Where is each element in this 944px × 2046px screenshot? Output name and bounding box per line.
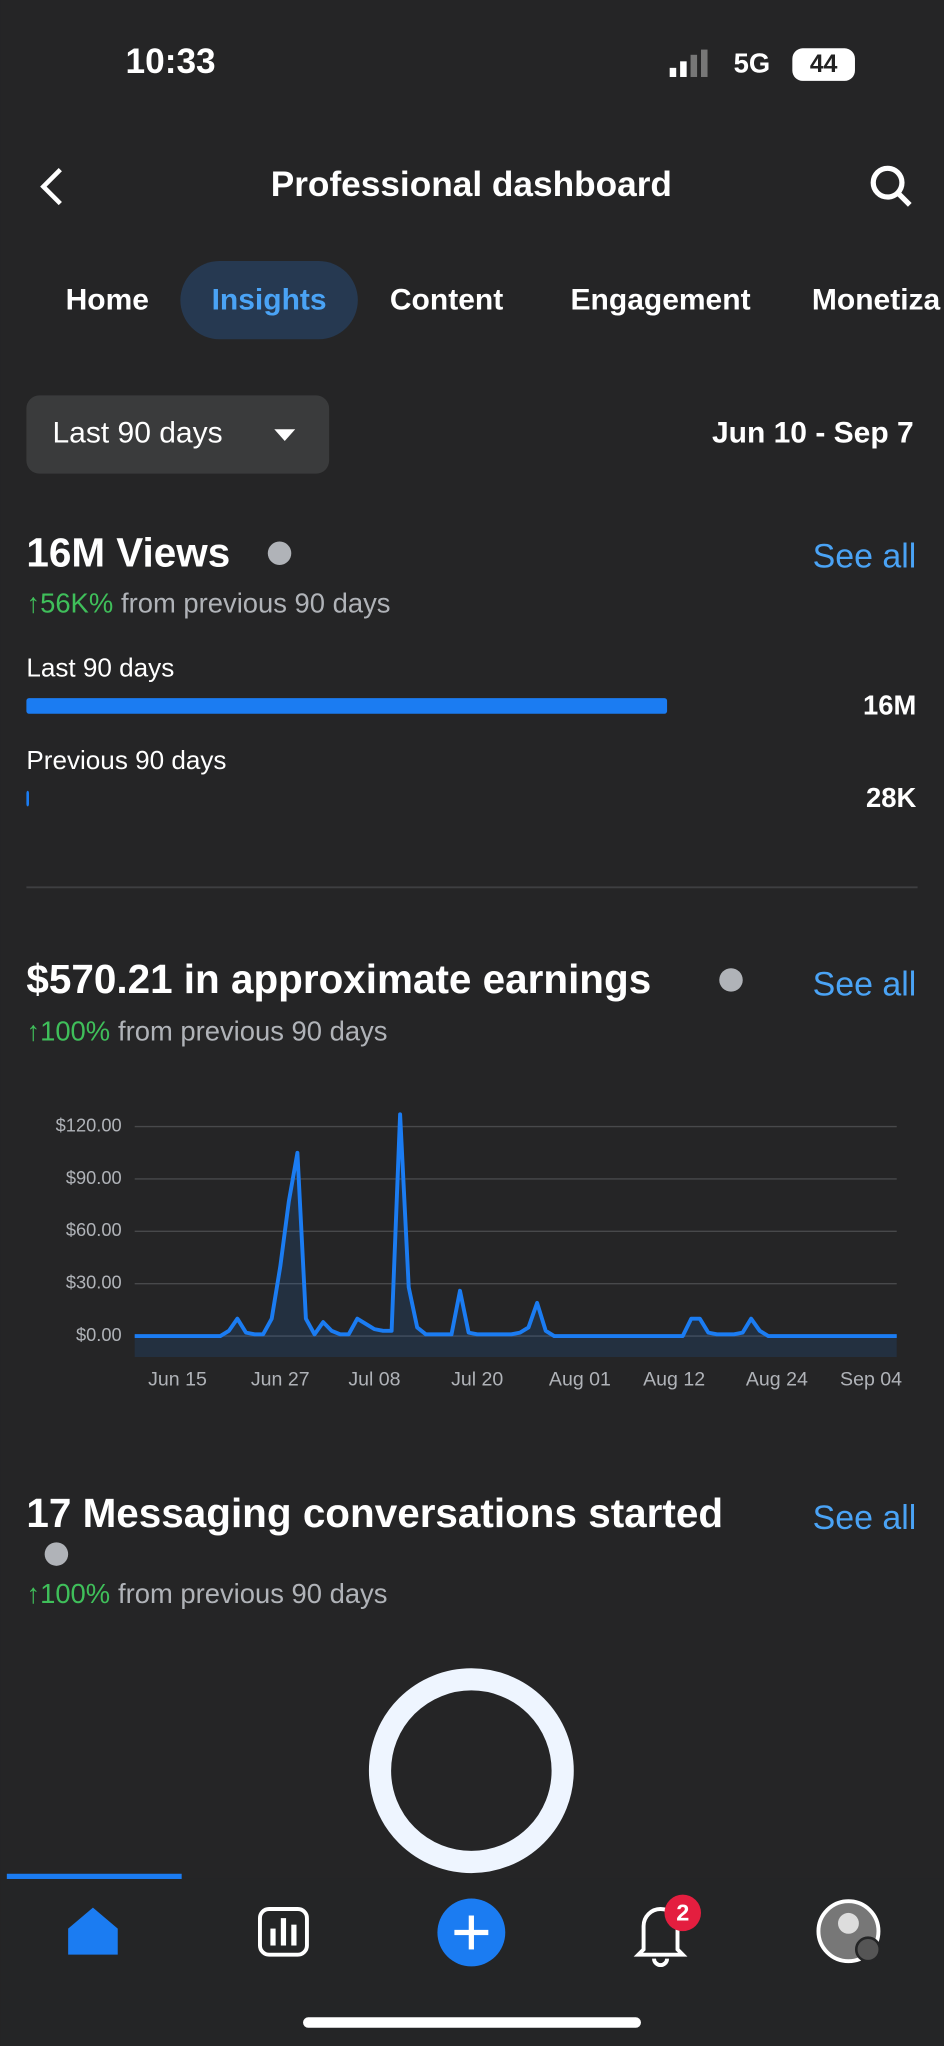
earnings-title: $570.21 in approximate earnings — [26, 956, 651, 1002]
y-tick-label: $90.00 — [66, 1167, 122, 1188]
y-tick-label: $30.00 — [66, 1272, 122, 1293]
tab[interactable]: Home — [66, 283, 149, 316]
home-icon[interactable] — [68, 1907, 118, 1955]
y-tick-label: $120.00 — [56, 1114, 122, 1135]
info-icon[interactable] — [44, 1542, 69, 1566]
tab[interactable]: Content — [390, 283, 503, 316]
views-rows: Last 90 days 16M Previous 90 days 28K — [26, 652, 917, 813]
back-button[interactable] — [40, 168, 62, 206]
x-tick-label: Jun 27 — [251, 1369, 310, 1391]
messaging-title: 17 Messaging conversations started — [26, 1490, 723, 1536]
tabs: Home Insights Content Engagement Monetiza — [66, 260, 941, 340]
profile-icon[interactable] — [816, 1899, 882, 1964]
row-value: 28K — [866, 782, 916, 813]
x-tick-label: Jul 20 — [451, 1369, 503, 1391]
info-icon[interactable] — [719, 968, 743, 992]
info-icon[interactable] — [267, 541, 292, 565]
date-range: Jun 10 - Sep 7 — [712, 416, 914, 449]
change-value: ↑100% — [26, 1016, 110, 1047]
badge-count: 2 — [676, 1899, 689, 1925]
views-change: ↑56K% from previous 90 days — [26, 588, 390, 619]
area — [134, 1114, 897, 1358]
tab[interactable]: Insights — [212, 283, 327, 316]
x-tick-label: Sep 04 — [840, 1369, 902, 1391]
search-button[interactable] — [870, 165, 912, 207]
y-tick-label: $0.00 — [76, 1324, 122, 1345]
x-tick-label: Jul 08 — [348, 1369, 400, 1391]
battery — [792, 48, 855, 81]
time: 10:33 — [126, 42, 216, 81]
see-all[interactable]: See all — [813, 965, 917, 1003]
see-all[interactable]: See all — [813, 1499, 917, 1537]
change-value: ↑56K% — [26, 588, 113, 619]
tab-highlight — [180, 260, 358, 340]
see-all[interactable]: See all — [813, 537, 917, 575]
views-title: 16M Views — [26, 530, 230, 576]
loading-ring — [368, 1668, 574, 1874]
row-value: 16M — [863, 689, 916, 720]
row-label: Previous 90 days — [26, 745, 226, 775]
range-filter[interactable] — [26, 395, 330, 474]
change-text: from previous 90 days — [118, 1016, 387, 1047]
earnings-chart: $0.00 $30.00 $60.00 $90.00 $120.00 Jun 15 Jun … — [56, 1112, 902, 1391]
dropdown-icon — [274, 429, 296, 442]
tab[interactable]: Monetiza — [812, 283, 941, 316]
line — [134, 1112, 897, 1338]
change-value: ↑100% — [26, 1578, 110, 1609]
range-label: Last 90 days — [52, 416, 222, 449]
badge — [664, 1894, 702, 1932]
x-tick-label: Aug 24 — [746, 1369, 808, 1391]
tab[interactable]: Engagement — [571, 283, 751, 316]
bar — [26, 698, 668, 714]
y-tick-label: $60.00 — [66, 1219, 122, 1240]
change-text: from previous 90 days — [118, 1578, 387, 1609]
change-text: from previous 90 days — [121, 588, 390, 619]
messaging-change: ↑100% from previous 90 days — [26, 1578, 387, 1609]
x-tick-label: Jun 15 — [148, 1369, 207, 1391]
home-indicator — [303, 2017, 641, 2028]
insights-icon[interactable] — [258, 1907, 309, 1957]
row-label: Last 90 days — [26, 652, 174, 682]
earnings-change: ↑100% from previous 90 days — [26, 1016, 387, 1047]
create-button[interactable] — [437, 1898, 506, 1967]
x-tick-label: Aug 12 — [643, 1369, 705, 1391]
network: 5G — [734, 47, 771, 78]
signal — [669, 49, 708, 77]
nav-indicator — [6, 1873, 182, 1879]
header-title: Professional dashboard — [271, 165, 672, 204]
bar — [26, 790, 30, 807]
x-tick-label: Aug 01 — [549, 1369, 611, 1391]
battery-level: 44 — [810, 51, 838, 78]
